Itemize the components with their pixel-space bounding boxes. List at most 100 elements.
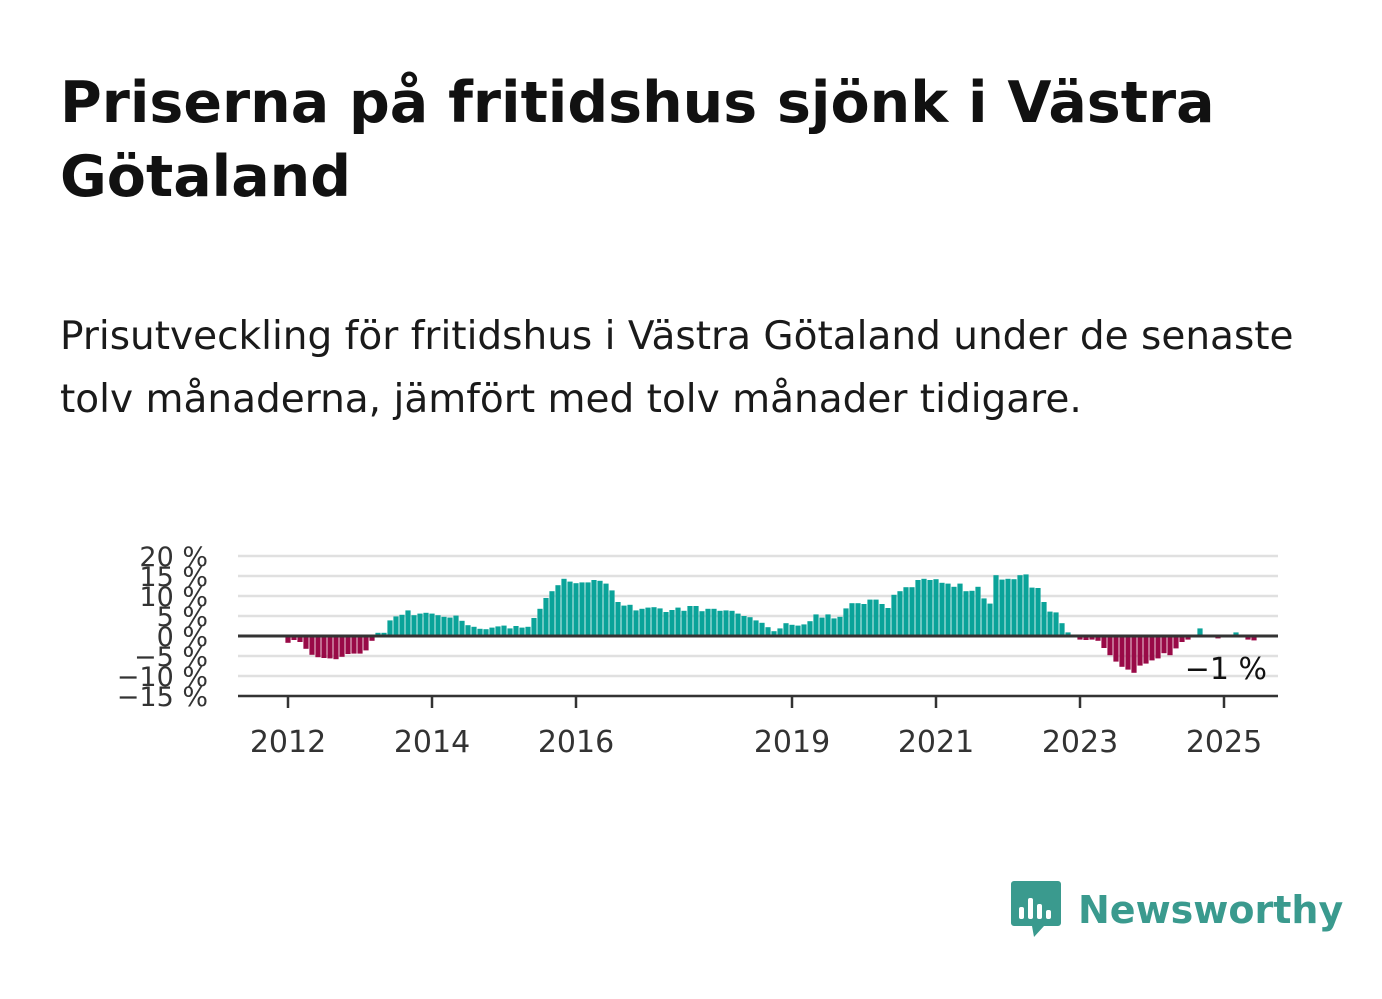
bar [807,621,813,636]
bar [915,580,921,636]
bar [327,636,333,659]
bar [681,610,687,636]
bar [525,626,531,636]
brand-logo[interactable]: Newsworthy [1010,878,1343,942]
bar [1251,636,1257,641]
bar [1143,636,1149,664]
x-tick-label: 2019 [754,725,830,760]
bar [447,617,453,636]
bar [639,608,645,636]
bar [339,636,345,657]
bar [939,582,945,636]
bar [855,603,861,636]
bar [1173,636,1179,649]
y-tick-label: 0 % [157,622,208,653]
bar [381,632,387,636]
bar [897,591,903,636]
bar [1131,636,1137,673]
x-tick-label: 2025 [1186,725,1262,760]
bar [747,617,753,636]
bar [627,604,633,636]
bar [1077,636,1083,640]
bar [969,590,975,636]
newsworthy-logo-icon [1011,881,1061,937]
bar [765,627,771,636]
bar [567,581,573,636]
bar [891,594,897,636]
bar [1059,623,1065,636]
bar [711,608,717,636]
y-tick-label: 20 % [139,542,208,573]
bar [489,627,495,636]
bar [423,612,429,636]
bar [759,622,765,636]
bar [405,610,411,636]
bar [849,603,855,636]
bar [597,580,603,636]
bar [453,615,459,636]
bar [951,586,957,636]
bar [561,578,567,636]
chart-title: Priserna på fritidshus sjönk i Västra Gö… [60,70,1215,210]
bar [879,604,885,636]
bar [621,605,627,636]
bar [699,611,705,636]
bar [735,613,741,636]
last-value-label: −1 % [1185,652,1267,687]
bar [705,608,711,636]
bar [1107,636,1113,656]
bar [333,636,339,660]
bar [993,575,999,636]
bar [987,603,993,636]
bar [1113,636,1119,662]
bar [1137,636,1143,666]
bar [657,608,663,636]
bar [417,613,423,636]
bar [309,636,315,655]
bar [1125,636,1131,670]
y-tick-label: −10 % [117,662,208,693]
bar [411,615,417,636]
bar [825,614,831,636]
bar [633,610,639,636]
y-tick-label: −15 % [117,682,208,713]
bar [903,587,909,636]
bar [507,628,513,636]
bar [1041,602,1047,636]
bar [393,616,399,636]
bar [777,628,783,636]
bar [549,591,555,636]
bar [1161,636,1167,654]
bar [729,610,735,636]
bar [1029,587,1035,636]
bar [1155,636,1161,659]
bar [435,615,441,636]
bar [651,607,657,636]
bar [981,598,987,636]
bar [369,636,375,641]
bar [375,632,381,636]
bar [909,587,915,636]
bar [609,590,615,636]
bar [459,620,465,636]
bar [999,579,1005,636]
bar [537,608,543,636]
bar [1053,612,1059,636]
bar [675,607,681,636]
bar [297,636,303,642]
bar [687,606,693,636]
bar [351,636,357,654]
bar [837,616,843,636]
bar [717,610,723,636]
bar [1035,588,1041,636]
bar [285,636,291,643]
bar [399,614,405,636]
bar [753,620,759,636]
bar [471,626,477,636]
bar [303,636,309,649]
bar [921,578,927,636]
bar [519,627,525,636]
bar [669,610,675,636]
bar [819,617,825,636]
bar [1179,636,1185,642]
